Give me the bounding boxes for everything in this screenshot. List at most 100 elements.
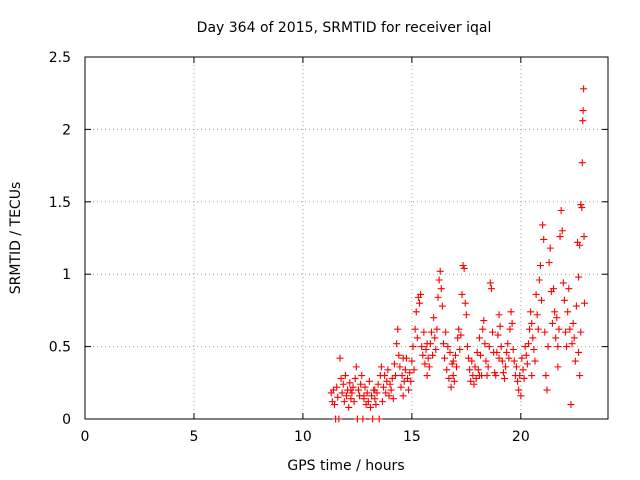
data-point — [386, 380, 394, 388]
data-point — [470, 380, 478, 388]
data-point — [512, 363, 520, 371]
data-point — [374, 380, 382, 388]
x-tick-label: 20 — [512, 429, 530, 445]
data-point — [446, 348, 454, 356]
data-point — [539, 221, 547, 229]
data-point — [413, 334, 421, 342]
data-point — [364, 398, 372, 406]
data-point — [354, 386, 362, 394]
data-point — [424, 354, 432, 362]
data-point — [427, 328, 435, 336]
data-point — [418, 343, 426, 351]
data-point — [550, 285, 558, 293]
data-point — [389, 395, 397, 403]
data-point — [493, 348, 501, 356]
data-point — [433, 325, 441, 333]
data-point — [475, 372, 483, 380]
data-point — [444, 343, 452, 351]
data-point — [361, 383, 369, 391]
data-point — [568, 340, 576, 348]
data-point — [546, 244, 554, 252]
data-point — [348, 389, 356, 397]
data-point — [387, 386, 395, 394]
data-point — [371, 395, 379, 403]
data-point — [404, 374, 412, 382]
data-point — [577, 201, 585, 209]
data-point — [475, 334, 483, 342]
data-point — [531, 357, 539, 365]
data-point — [390, 360, 398, 368]
data-point — [329, 386, 337, 394]
data-point — [335, 415, 343, 423]
data-point — [423, 340, 431, 348]
y-tick-label: 1 — [62, 267, 71, 283]
data-point — [400, 377, 408, 385]
data-point — [365, 377, 373, 385]
data-point — [465, 354, 473, 362]
data-point — [544, 343, 552, 351]
data-point — [375, 415, 383, 423]
data-point — [463, 343, 471, 351]
data-point — [430, 314, 438, 322]
x-tick-label: 10 — [294, 429, 312, 445]
data-point — [575, 348, 583, 356]
data-point — [460, 264, 468, 272]
data-point — [528, 372, 536, 380]
data-point — [498, 357, 506, 365]
data-point — [442, 328, 450, 336]
data-point — [570, 334, 578, 342]
data-point — [576, 372, 584, 380]
y-axis-label: SRMTID / TECUs — [8, 182, 24, 295]
data-point — [441, 354, 449, 362]
data-point — [384, 366, 392, 374]
data-point — [578, 204, 586, 212]
data-point — [406, 369, 414, 377]
data-point — [382, 389, 390, 397]
data-point — [506, 325, 514, 333]
data-point — [401, 366, 409, 374]
data-point — [388, 374, 396, 382]
data-point — [504, 340, 512, 348]
data-point — [381, 372, 389, 380]
data-point — [399, 354, 407, 362]
data-point — [458, 290, 466, 298]
y-tick-label: 0.5 — [49, 340, 71, 356]
data-point — [405, 386, 413, 394]
data-point — [535, 276, 543, 284]
data-point — [395, 351, 403, 359]
data-point — [368, 392, 376, 400]
plot-frame — [84, 56, 609, 420]
data-point — [495, 311, 503, 319]
x-tick-label: 15 — [403, 429, 421, 445]
data-point — [420, 328, 428, 336]
data-point — [377, 363, 385, 371]
data-point — [523, 360, 531, 368]
data-point — [450, 377, 458, 385]
data-point — [567, 401, 575, 409]
data-point — [541, 328, 549, 336]
data-point — [529, 334, 537, 342]
data-point — [341, 372, 349, 380]
data-point — [408, 357, 416, 365]
data-point — [394, 325, 402, 333]
data-point — [432, 345, 440, 353]
data-point — [553, 314, 561, 322]
data-points — [327, 85, 588, 423]
data-point — [331, 401, 339, 409]
data-point — [494, 331, 502, 339]
data-point — [578, 159, 586, 167]
data-point — [496, 322, 504, 330]
data-point — [572, 302, 580, 310]
data-point — [383, 377, 391, 385]
data-point — [369, 415, 377, 423]
data-point — [517, 392, 525, 400]
data-point — [485, 343, 493, 351]
data-point — [521, 343, 529, 351]
data-point — [564, 308, 572, 316]
data-point — [499, 369, 507, 377]
data-point — [469, 372, 477, 380]
data-point — [569, 319, 577, 327]
data-point — [455, 325, 463, 333]
data-point — [524, 340, 532, 348]
data-point — [423, 372, 431, 380]
